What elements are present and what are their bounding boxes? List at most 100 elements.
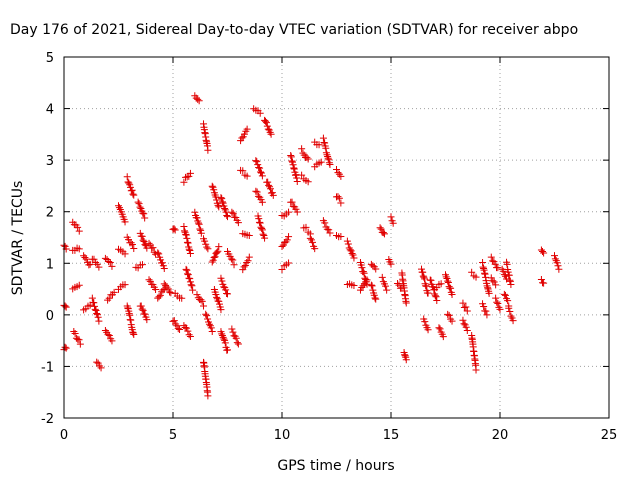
data-point bbox=[448, 317, 456, 325]
data-point bbox=[360, 269, 368, 277]
data-point bbox=[155, 293, 163, 301]
data-point bbox=[258, 226, 266, 234]
data-point bbox=[180, 227, 188, 235]
data-point bbox=[193, 214, 201, 222]
data-point bbox=[71, 330, 79, 338]
data-point bbox=[213, 293, 221, 301]
data-point bbox=[257, 168, 265, 176]
data-point bbox=[198, 297, 206, 305]
x-tick-label: 25 bbox=[601, 428, 618, 443]
data-point bbox=[221, 204, 229, 212]
data-point bbox=[278, 265, 286, 273]
data-point bbox=[186, 333, 194, 341]
data-point bbox=[487, 274, 495, 282]
data-point bbox=[223, 211, 231, 219]
data-point bbox=[228, 325, 236, 333]
data-point bbox=[555, 265, 563, 273]
data-point bbox=[324, 154, 332, 162]
data-point bbox=[261, 117, 269, 125]
data-point bbox=[212, 290, 220, 298]
data-point bbox=[92, 307, 100, 315]
data-point bbox=[185, 172, 193, 180]
data-point bbox=[259, 230, 267, 238]
data-point bbox=[233, 339, 241, 347]
data-point bbox=[159, 286, 167, 294]
y-tick-label: 1 bbox=[46, 257, 54, 272]
data-point bbox=[187, 281, 195, 289]
data-point bbox=[104, 331, 112, 339]
data-point bbox=[293, 174, 301, 182]
data-point bbox=[184, 327, 192, 335]
data-point bbox=[182, 173, 190, 181]
data-point bbox=[505, 304, 513, 312]
data-point bbox=[93, 358, 101, 366]
data-point bbox=[184, 270, 192, 278]
data-point bbox=[108, 262, 116, 270]
data-point bbox=[551, 255, 559, 263]
data-point bbox=[229, 256, 237, 264]
data-point bbox=[333, 166, 340, 174]
data-point bbox=[145, 239, 153, 247]
data-point bbox=[224, 346, 231, 354]
data-point bbox=[379, 229, 387, 237]
data-point bbox=[141, 214, 149, 222]
data-point bbox=[197, 296, 205, 304]
data-point bbox=[188, 282, 196, 290]
x-tick-label: 5 bbox=[169, 428, 177, 443]
data-point bbox=[244, 257, 252, 265]
data-point bbox=[95, 317, 103, 325]
data-point bbox=[182, 231, 190, 239]
data-point bbox=[195, 220, 203, 228]
data-point bbox=[433, 297, 441, 305]
data-point bbox=[395, 281, 403, 289]
data-point bbox=[121, 250, 129, 258]
data-point bbox=[92, 258, 100, 266]
data-point bbox=[325, 156, 333, 164]
data-point bbox=[322, 144, 330, 152]
data-point bbox=[496, 305, 504, 313]
grid-lines bbox=[64, 57, 609, 418]
data-point bbox=[487, 253, 495, 261]
data-point bbox=[241, 262, 249, 270]
data-point bbox=[285, 208, 293, 216]
data-point bbox=[140, 210, 148, 218]
data-point bbox=[402, 299, 410, 307]
data-point bbox=[164, 285, 172, 293]
data-point bbox=[320, 138, 328, 146]
data-point bbox=[380, 230, 388, 238]
data-point bbox=[283, 236, 291, 244]
data-point bbox=[506, 277, 514, 285]
data-point bbox=[334, 169, 342, 177]
data-point bbox=[326, 160, 334, 168]
data-point bbox=[378, 273, 386, 281]
data-point bbox=[302, 223, 310, 231]
data-point bbox=[229, 328, 237, 336]
data-point bbox=[75, 336, 83, 344]
data-point bbox=[211, 253, 219, 261]
data-point bbox=[218, 198, 226, 206]
data-point bbox=[91, 302, 99, 310]
data-point bbox=[435, 324, 443, 332]
data-point bbox=[110, 288, 118, 296]
data-point bbox=[170, 225, 178, 233]
data-point bbox=[445, 311, 453, 319]
data-point bbox=[500, 290, 508, 298]
data-point bbox=[311, 245, 319, 253]
data-point bbox=[194, 219, 202, 227]
data-point bbox=[213, 248, 221, 256]
data-point bbox=[492, 294, 500, 302]
data-point bbox=[278, 243, 286, 251]
data-point bbox=[218, 277, 226, 285]
data-point bbox=[232, 213, 240, 221]
data-point bbox=[507, 281, 515, 289]
data-point bbox=[137, 302, 145, 310]
data-point bbox=[442, 273, 450, 281]
data-point bbox=[136, 203, 144, 211]
data-point bbox=[292, 171, 300, 179]
data-point bbox=[315, 141, 323, 149]
data-point bbox=[207, 324, 215, 332]
data-point bbox=[418, 265, 426, 273]
data-point bbox=[290, 165, 298, 173]
data-point bbox=[344, 240, 352, 248]
data-point bbox=[459, 316, 467, 324]
